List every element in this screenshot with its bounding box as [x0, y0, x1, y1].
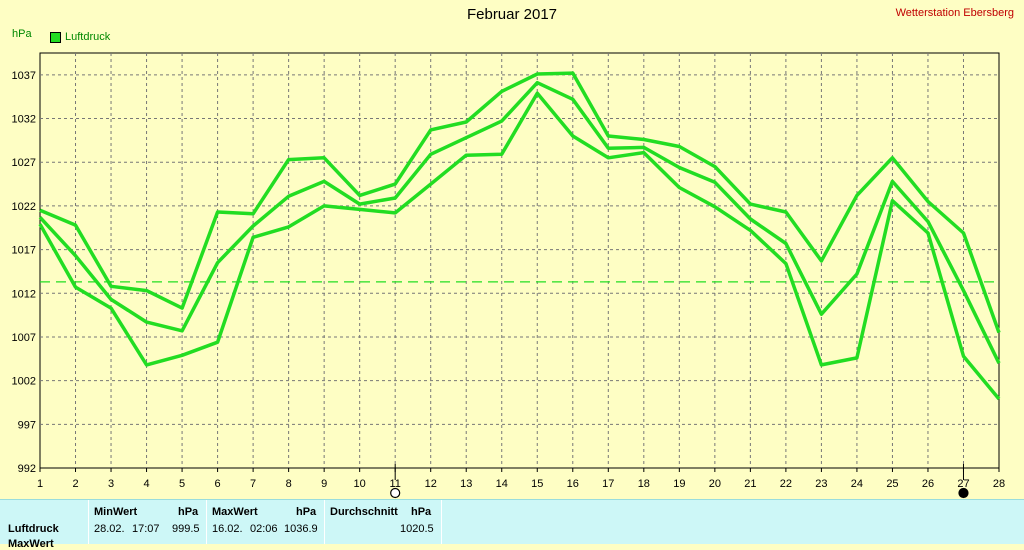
- x-tick-label: 3: [108, 478, 114, 490]
- legend-swatch: [50, 31, 61, 43]
- chart-title: Februar 2017: [466, 6, 558, 23]
- x-tick-label: 19: [673, 478, 685, 490]
- x-tick-label: 25: [886, 478, 898, 490]
- y-tick-label: 1017: [12, 245, 36, 257]
- x-tick-label: 17: [602, 478, 614, 490]
- avg-header: Durchschnitt: [330, 506, 398, 518]
- x-tick-label: 4: [143, 478, 149, 490]
- min-date: 28.02.: [94, 523, 125, 535]
- x-tick-label: 18: [638, 478, 650, 490]
- y-tick-label: 1037: [12, 70, 36, 82]
- x-tick-label: 8: [286, 478, 292, 490]
- station-name: Wetterstation Ebersberg: [895, 7, 1014, 19]
- separator: [88, 500, 89, 544]
- min-header: MinWert: [94, 506, 138, 518]
- avg-value: 1020.5: [400, 523, 434, 535]
- y-tick-label: 992: [18, 463, 36, 475]
- x-tick-label: 27: [957, 478, 969, 490]
- x-tick-label: 1: [37, 478, 43, 490]
- series-line-mean: [38, 80, 1001, 364]
- x-tick-label: 24: [851, 478, 863, 490]
- x-tick-label: 11: [389, 478, 400, 490]
- x-tick-label: 22: [780, 478, 792, 490]
- legend[interactable]: Luftdruck: [50, 31, 110, 43]
- stats-panel: Luftdruck MaxWert MinWert hPa 28.02. 17:…: [0, 499, 1024, 550]
- min-value: 999.5: [172, 523, 200, 535]
- x-tick-label: 5: [179, 478, 185, 490]
- y-tick-label: 1022: [12, 201, 36, 213]
- x-tick-label: 15: [531, 478, 543, 490]
- x-tick-label: 9: [321, 478, 327, 490]
- max-unit: hPa: [296, 506, 317, 518]
- y-tick-label: 1002: [12, 376, 36, 388]
- y-tick-label: 1007: [12, 332, 36, 344]
- x-tick-label: 7: [250, 478, 256, 490]
- y-axis-unit: hPa: [12, 28, 32, 40]
- series-line-max: [39, 71, 1001, 334]
- x-tick-label: 10: [354, 478, 366, 490]
- separator: [441, 500, 442, 544]
- x-tick-label: 20: [709, 478, 721, 490]
- filled-circle-icon: [958, 487, 969, 499]
- y-tick-label: 1027: [12, 157, 36, 169]
- max-time: 02:06: [250, 523, 278, 535]
- max-date: 16.02.: [212, 523, 243, 535]
- open-circle-icon: [390, 487, 401, 499]
- min-unit: hPa: [178, 506, 199, 518]
- y-tick-label: 997: [18, 419, 36, 431]
- x-tick-label: 16: [567, 478, 579, 490]
- row-label-maxwert: MaxWert: [8, 538, 54, 550]
- y-tick-label: 1012: [12, 288, 36, 300]
- plot-area: [39, 52, 1000, 469]
- y-tick-label: 1032: [12, 114, 36, 126]
- x-tick-label: 12: [425, 478, 437, 490]
- x-tick-label: 13: [460, 478, 472, 490]
- min-time: 17:07: [132, 523, 160, 535]
- x-tick-label: 26: [922, 478, 934, 490]
- x-tick-label: 6: [215, 478, 221, 490]
- separator: [206, 500, 207, 544]
- x-tick-label: 28: [993, 478, 1005, 490]
- max-value: 1036.9: [284, 523, 318, 535]
- x-tick-label: 2: [72, 478, 78, 490]
- legend-label: Luftdruck: [65, 31, 111, 43]
- avg-unit: hPa: [411, 506, 432, 518]
- separator: [324, 500, 325, 544]
- max-header: MaxWert: [212, 506, 258, 518]
- x-tick-label: 23: [815, 478, 827, 490]
- row-label-luftdruck: Luftdruck: [8, 523, 59, 535]
- x-tick-label: 14: [496, 478, 508, 490]
- x-tick-label: 21: [744, 478, 756, 490]
- series-line-min: [38, 91, 1001, 401]
